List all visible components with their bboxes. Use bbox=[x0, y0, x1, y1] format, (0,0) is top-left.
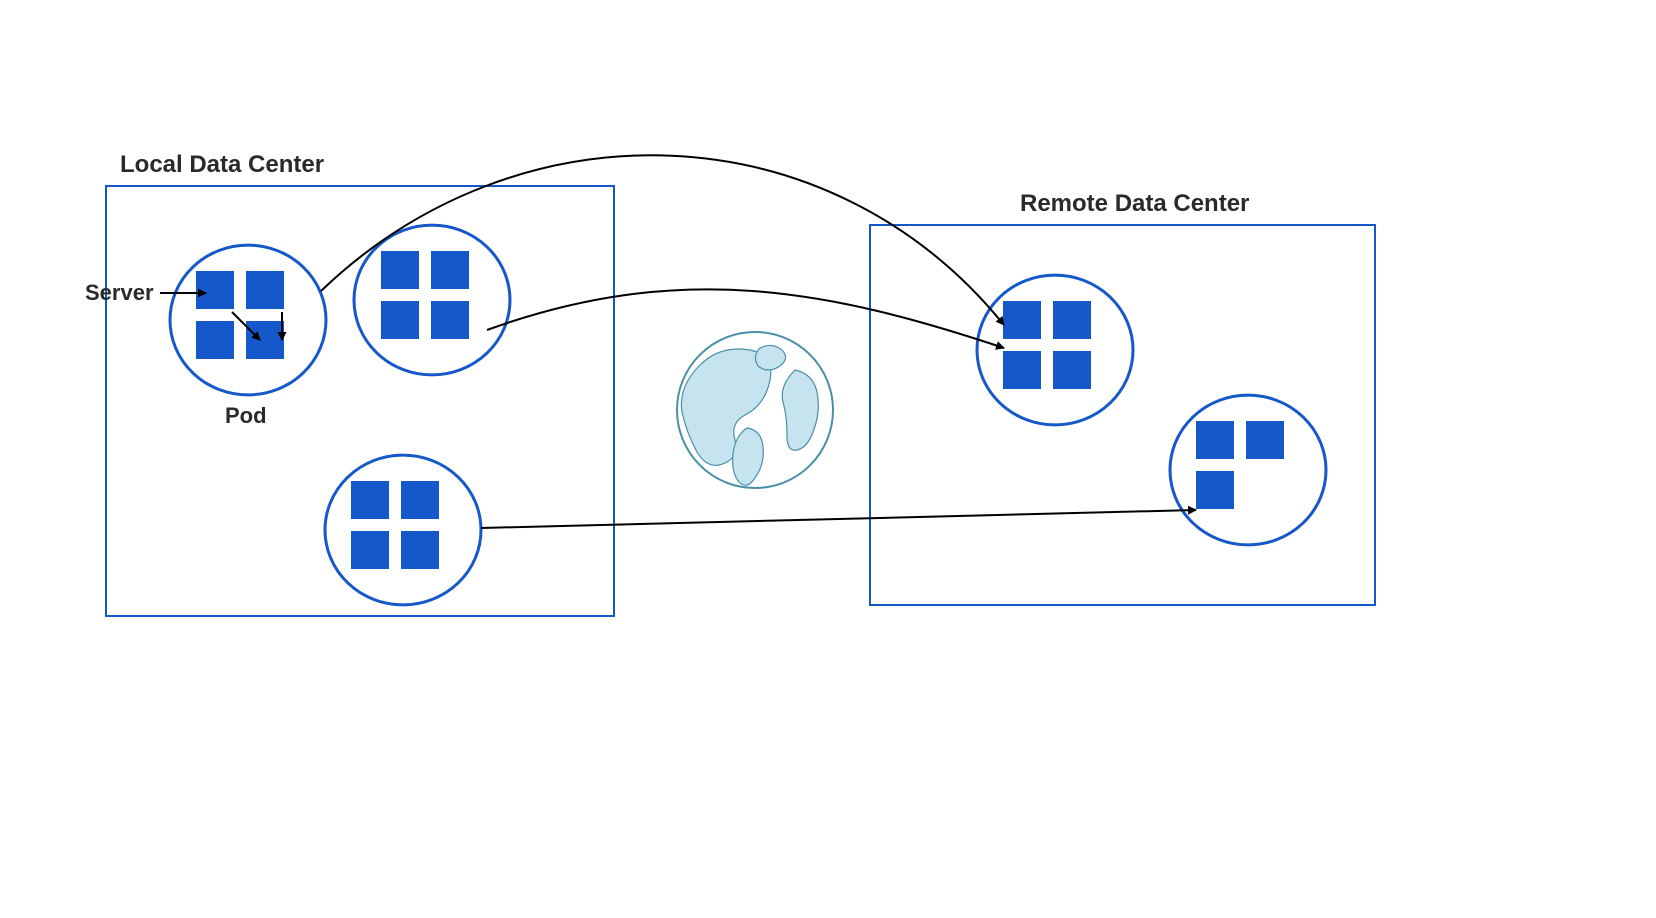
pod-label: Pod bbox=[225, 403, 267, 428]
server-square bbox=[1003, 301, 1041, 339]
server-square bbox=[1196, 421, 1234, 459]
pod-circle bbox=[977, 275, 1133, 425]
local-datacenter-title: Local Data Center bbox=[120, 151, 324, 178]
server-square bbox=[246, 271, 284, 309]
server-square bbox=[1246, 421, 1284, 459]
remote-pod-1 bbox=[977, 275, 1133, 425]
local-pod-2 bbox=[354, 225, 510, 375]
pod-circle bbox=[354, 225, 510, 375]
server-square bbox=[381, 301, 419, 339]
server-square bbox=[196, 271, 234, 309]
local-pod-1 bbox=[170, 245, 326, 395]
server-square bbox=[1053, 301, 1091, 339]
server-label: Server bbox=[85, 280, 154, 305]
server-square bbox=[401, 481, 439, 519]
pod-circle bbox=[325, 455, 481, 605]
server-square bbox=[351, 481, 389, 519]
server-square bbox=[401, 531, 439, 569]
server-square bbox=[1053, 351, 1091, 389]
server-square bbox=[381, 251, 419, 289]
server-square bbox=[1196, 471, 1234, 509]
remote-pod-2 bbox=[1170, 395, 1326, 545]
local-pod-3 bbox=[325, 455, 481, 605]
pod-circle bbox=[1170, 395, 1326, 545]
server-square bbox=[196, 321, 234, 359]
server-square bbox=[431, 251, 469, 289]
server-square bbox=[351, 531, 389, 569]
globe-icon bbox=[677, 332, 833, 488]
server-square bbox=[431, 301, 469, 339]
remote-datacenter-title: Remote Data Center bbox=[1020, 190, 1249, 217]
pod-circle bbox=[170, 245, 326, 395]
network-diagram: Local Data Center Remote Data Center Serve… bbox=[0, 0, 1656, 918]
server-square bbox=[1003, 351, 1041, 389]
server-square bbox=[246, 321, 284, 359]
